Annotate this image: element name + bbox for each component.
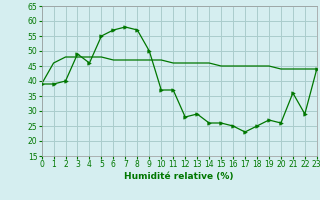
X-axis label: Humidité relative (%): Humidité relative (%): [124, 172, 234, 181]
